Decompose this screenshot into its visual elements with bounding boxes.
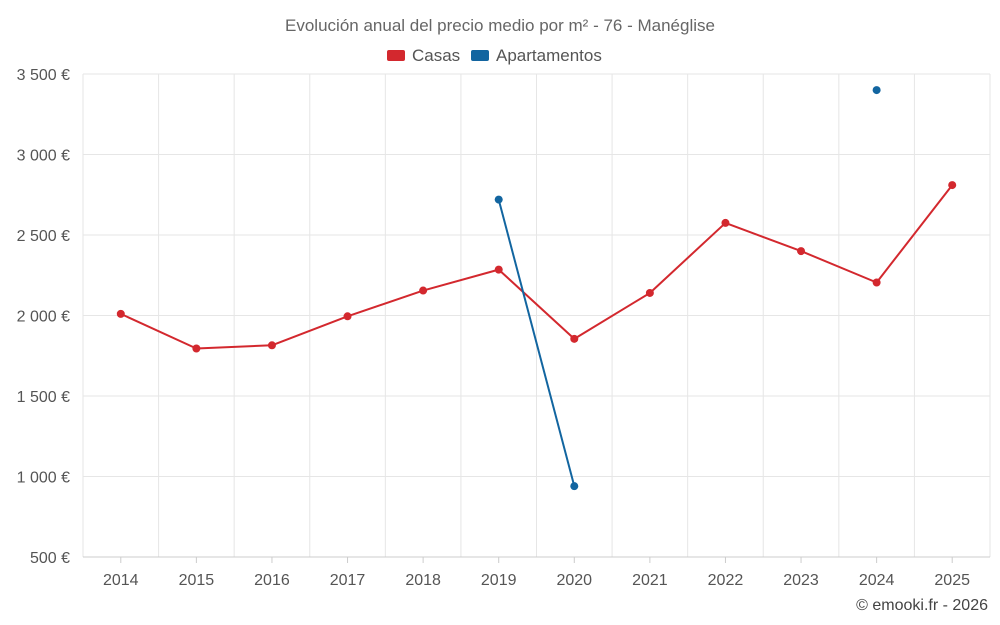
grid-layer — [82, 73, 991, 558]
legend-swatch-apartamentos — [471, 50, 489, 61]
data-point-casas-2014[interactable] — [116, 309, 125, 318]
data-point-casas-2017[interactable] — [343, 312, 352, 321]
legend-item-apartamentos[interactable]: Apartamentos — [471, 46, 602, 65]
series-line-casas — [120, 184, 953, 350]
x-tick-label: 2023 — [783, 572, 819, 589]
data-point-casas-2022[interactable] — [721, 218, 730, 227]
y-tick-label: 2 000 € — [17, 309, 70, 326]
data-point-apartamentos-2019[interactable] — [494, 195, 503, 204]
x-tick-label: 2018 — [405, 572, 441, 589]
data-point-apartamentos-2020[interactable] — [570, 482, 579, 491]
data-point-casas-2018[interactable] — [419, 286, 428, 295]
y-tick-label: 1 000 € — [17, 470, 70, 487]
x-tick-label: 2015 — [179, 572, 215, 589]
credit-text: © emooki.fr - 2026 — [856, 597, 988, 614]
x-tick-label: 2017 — [330, 572, 366, 589]
legend[interactable]: Casas Apartamentos — [387, 46, 602, 65]
data-point-casas-2024[interactable] — [872, 278, 881, 287]
chart-title: Evolución anual del precio medio por m² … — [285, 16, 715, 35]
data-point-casas-2016[interactable] — [267, 341, 276, 350]
series-line-apartamentos — [497, 199, 576, 487]
legend-swatch-casas — [387, 50, 405, 61]
x-tick-label: 2020 — [556, 572, 592, 589]
y-tick-label: 2 500 € — [17, 228, 70, 245]
y-tick-label: 3 500 € — [17, 67, 70, 84]
series-layer — [116, 86, 957, 491]
x-tick-label: 2021 — [632, 572, 668, 589]
legend-label-casas: Casas — [412, 46, 460, 65]
data-point-casas-2025[interactable] — [948, 181, 957, 190]
x-tick-label: 2024 — [859, 572, 895, 589]
data-point-casas-2023[interactable] — [797, 247, 806, 256]
axis-layer: 500 € 1 000 € 1 500 € 2 000 € 2 500 € 3 000 €… — [17, 67, 990, 589]
data-point-casas-2020[interactable] — [570, 334, 579, 343]
data-point-casas-2021[interactable] — [645, 288, 654, 297]
x-tick-label: 2016 — [254, 572, 290, 589]
data-point-apartamentos-2024[interactable] — [872, 86, 881, 95]
legend-item-casas[interactable]: Casas — [387, 46, 460, 65]
y-tick-label: 1 500 € — [17, 389, 70, 406]
x-tick-label: 2025 — [934, 572, 970, 589]
data-point-casas-2015[interactable] — [192, 344, 201, 353]
y-tick-label: 500 € — [30, 550, 70, 567]
x-tick-label: 2014 — [103, 572, 139, 589]
legend-label-apartamentos: Apartamentos — [496, 46, 602, 65]
y-tick-label: 3 000 € — [17, 148, 70, 165]
x-tick-label: 2019 — [481, 572, 517, 589]
x-tick-label: 2022 — [708, 572, 744, 589]
data-point-casas-2019[interactable] — [494, 265, 503, 274]
